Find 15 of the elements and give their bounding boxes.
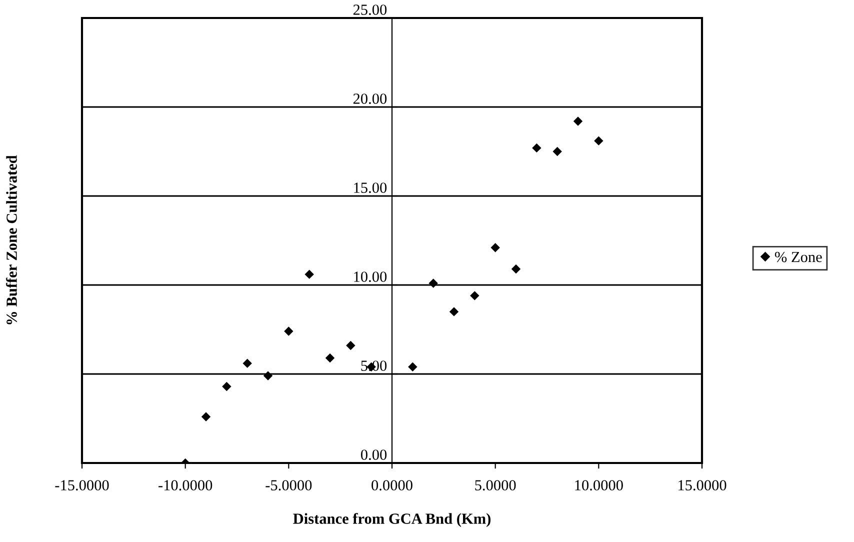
x-axis-title: Distance from GCA Bnd (Km) [293, 512, 490, 527]
x-tick-label: 15.0000 [678, 480, 726, 490]
x-tick-label: 10.0000 [575, 480, 623, 490]
x-tick-label: 0.0000 [372, 480, 412, 490]
x-tick-label: 5.0000 [475, 480, 516, 490]
y-tick-label: 20.00 [353, 94, 387, 104]
x-tick-label: -10.0000 [158, 480, 212, 490]
y-tick-label: 0.00 [360, 450, 387, 460]
legend-label: % Zone [774, 252, 822, 262]
y-tick-label: 15.00 [354, 182, 387, 193]
x-tick-label: -5.0000 [266, 480, 312, 490]
y-tick-label: 10.00 [354, 272, 387, 282]
y-tick-label: 25.00 [353, 4, 387, 15]
y-axis-title: % Buffer Zone Cultivated [6, 155, 17, 324]
x-tick-label: -15.0000 [55, 480, 109, 490]
